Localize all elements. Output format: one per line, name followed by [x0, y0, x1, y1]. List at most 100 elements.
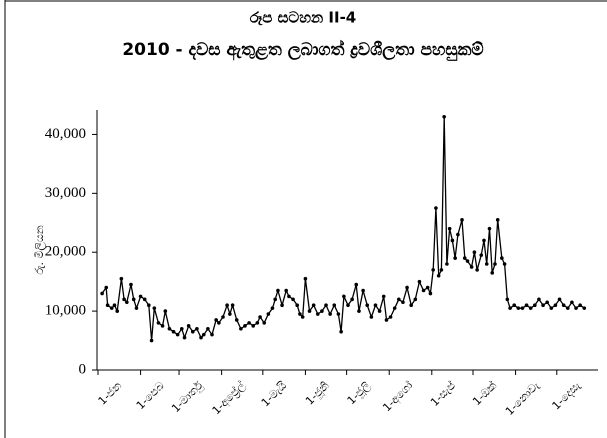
data-point: [524, 303, 529, 308]
x-tick-label: 1-ජූලි: [345, 379, 374, 408]
data-point: [413, 297, 418, 302]
data-point: [421, 288, 426, 293]
x-tick-label: 1-අප්‍රේල්: [209, 378, 249, 418]
data-point: [186, 324, 191, 328]
data-point: [428, 291, 433, 296]
data-point: [405, 285, 409, 290]
data-point: [109, 306, 114, 310]
data-point: [247, 321, 251, 325]
data-point: [377, 309, 382, 313]
data-point: [142, 297, 147, 302]
y-tick-label: 20,000: [45, 244, 86, 260]
data-point: [234, 318, 239, 322]
data-point: [516, 306, 521, 310]
data-point: [565, 306, 570, 310]
data-point: [570, 300, 574, 305]
data-point: [578, 303, 582, 308]
data-point: [553, 303, 558, 308]
x-tick-label: 1-පෙබ: [134, 379, 167, 412]
data-point: [284, 288, 288, 293]
x-tick-label: 1-සැප්: [427, 378, 458, 409]
data-point: [160, 324, 165, 328]
data-point: [182, 335, 187, 340]
data-point: [417, 279, 422, 284]
data-point: [129, 282, 133, 287]
data-point: [533, 303, 537, 308]
data-point: [373, 303, 378, 308]
data-point: [361, 288, 365, 293]
data-point: [122, 297, 126, 302]
data-point: [439, 268, 444, 272]
data-line: [101, 116, 585, 341]
data-point: [100, 291, 104, 296]
data-point: [475, 268, 479, 272]
data-point: [447, 226, 452, 231]
data-point: [214, 318, 218, 322]
y-tick-label: 10,000: [45, 303, 86, 319]
data-point: [434, 206, 438, 210]
data-point: [167, 326, 172, 331]
data-point: [210, 332, 214, 337]
data-point: [195, 326, 199, 331]
data-point: [346, 303, 350, 308]
data-point: [147, 303, 151, 308]
data-point: [425, 285, 430, 290]
data-point: [115, 309, 120, 313]
data-point: [276, 288, 280, 293]
data-point: [112, 303, 117, 308]
data-point: [217, 321, 221, 325]
data-point: [445, 262, 449, 266]
data-point: [357, 309, 361, 313]
data-point: [239, 326, 243, 331]
data-point: [104, 285, 109, 290]
data-point: [266, 312, 271, 316]
data-point: [175, 332, 180, 337]
data-point: [171, 329, 176, 334]
data-point: [561, 303, 566, 308]
data-point: [342, 294, 346, 299]
data-point: [495, 218, 500, 222]
data-point: [505, 297, 510, 302]
data-point: [230, 303, 235, 308]
data-point: [307, 309, 312, 313]
data-point: [479, 253, 484, 257]
data-point: [409, 303, 413, 308]
data-point: [453, 256, 457, 260]
data-point: [138, 294, 143, 299]
x-tick-label: 1-ජූනි: [303, 379, 332, 408]
data-point: [482, 238, 486, 243]
data-point: [131, 297, 136, 302]
data-point: [500, 256, 504, 260]
data-point: [199, 335, 203, 340]
data-point: [484, 262, 489, 266]
data-point: [287, 294, 291, 299]
data-point: [163, 309, 168, 313]
data-point: [339, 329, 343, 334]
data-point: [512, 303, 517, 308]
data-point: [228, 312, 232, 316]
data-point: [450, 238, 455, 243]
data-point: [134, 306, 139, 310]
data-point: [490, 271, 495, 275]
y-tick-label: 40,000: [45, 126, 86, 142]
data-point: [350, 297, 354, 302]
data-point: [442, 114, 446, 119]
data-point: [384, 318, 389, 322]
data-point: [105, 303, 110, 308]
data-point: [332, 303, 337, 308]
x-tick-label: 1-ජන: [96, 379, 125, 408]
data-point: [456, 232, 460, 237]
data-point: [528, 306, 533, 310]
data-point: [270, 306, 275, 310]
y-tick-label: 30,000: [45, 185, 86, 201]
data-point: [460, 218, 464, 222]
data-point: [557, 297, 562, 302]
data-point: [354, 282, 359, 287]
data-point: [381, 294, 386, 299]
data-point: [431, 268, 435, 272]
x-tick-label: 1-මැයි: [259, 379, 290, 410]
data-point: [502, 262, 507, 266]
data-point: [295, 303, 299, 308]
data-point: [520, 306, 525, 310]
